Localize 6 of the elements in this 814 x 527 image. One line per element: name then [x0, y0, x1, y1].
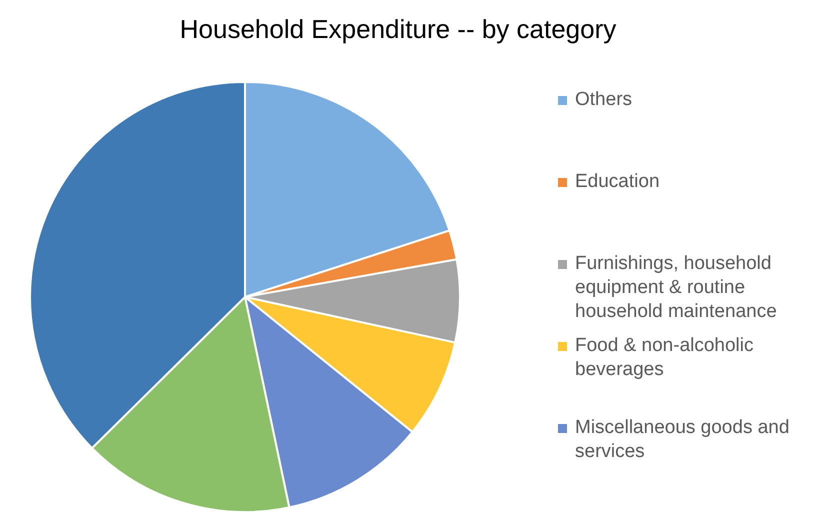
legend-label: Others [575, 88, 632, 112]
legend-label: Food & non-alcoholic beverages [575, 334, 754, 382]
legend-label: Furnishings, household equipment & routine household maintenance [575, 252, 778, 324]
legend-label: Miscellaneous goods and services [575, 416, 790, 464]
legend-label: Education [575, 170, 660, 194]
chart-title: Household Expenditure -- by category [178, 14, 618, 45]
